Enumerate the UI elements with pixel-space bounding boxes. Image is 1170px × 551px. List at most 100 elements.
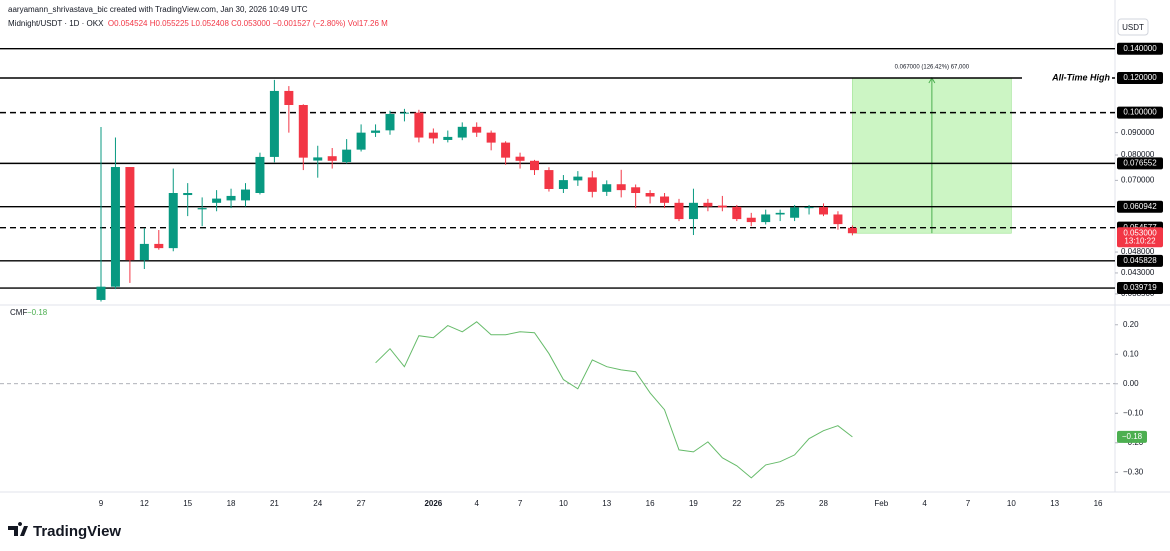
candle-body [472, 126, 482, 133]
candle-body [197, 208, 207, 210]
candle-body [573, 176, 583, 181]
level-label: 0.060942 [1123, 202, 1157, 211]
x-tick-label: 13 [602, 499, 611, 508]
cmf-last-tag [1117, 430, 1147, 443]
candle-body [183, 193, 193, 196]
candle-body [269, 90, 279, 157]
level-tag [1117, 282, 1163, 295]
candle-body [399, 112, 409, 114]
x-tick-label: 10 [559, 499, 568, 508]
candle-body [688, 202, 698, 220]
symbol-line: Midnight/USDT · 1D · OKX O0.054524 H0.05… [8, 17, 388, 31]
level-tag [1117, 71, 1163, 84]
x-tick-label: 7 [518, 499, 523, 508]
candle-body [356, 132, 366, 150]
y-tick-label: −0.30 [1123, 467, 1144, 476]
candle-body [414, 112, 424, 138]
candle-body [790, 207, 800, 218]
candle-body [645, 193, 655, 197]
x-tick-label: 22 [732, 499, 741, 508]
candle-body [732, 206, 742, 220]
cmf-last-value: −0.18 [27, 308, 48, 317]
level-label: 0.140000 [1123, 44, 1157, 53]
annotation: All-Time High [1051, 72, 1110, 82]
x-tick-label: 21 [270, 499, 279, 508]
y-tick-label: 0.090000 [1121, 128, 1155, 137]
level-tag [1117, 254, 1163, 267]
x-tick-label: 27 [357, 499, 366, 508]
candle-body [631, 187, 641, 194]
y-tick-label: −0.10 [1123, 408, 1144, 417]
candle-body [761, 214, 771, 223]
candle-body [255, 156, 265, 194]
candle-body [241, 189, 250, 201]
level-label: 0.045828 [1123, 256, 1157, 265]
candle-body [486, 132, 496, 143]
x-tick-label: 28 [819, 499, 828, 508]
candle-body [746, 217, 756, 223]
candle-body [847, 227, 857, 234]
cmf-last-label: −0.18 [1122, 432, 1143, 441]
author-line: aaryamann_shrivastava_bic created with T… [8, 5, 308, 14]
cmf-title: CMF [10, 308, 27, 317]
candle-body [313, 157, 323, 161]
candle-body [212, 198, 222, 203]
candle-body [833, 214, 843, 225]
candle-body [298, 104, 308, 158]
y-tick-label: 0.043000 [1121, 268, 1155, 277]
candle-body [154, 243, 164, 249]
x-tick-label: 4 [474, 499, 479, 508]
x-tick-label: Feb [874, 499, 888, 508]
candle-body [371, 130, 381, 133]
x-tick-label: 16 [1094, 499, 1103, 508]
y-tick-label: 0.070000 [1121, 175, 1155, 184]
chart-header: aaryamann_shrivastava_bic created with T… [8, 3, 388, 31]
x-tick-label: 24 [313, 499, 322, 508]
low-value: L0.052408 [191, 19, 229, 28]
candle-body [819, 207, 828, 215]
unit-box[interactable] [1117, 18, 1149, 36]
last-price-tag [1117, 227, 1163, 248]
measure-label: 0.067000 (126.42%) 67,000 [895, 65, 970, 71]
x-tick-label: 4 [922, 499, 927, 508]
candle-body [501, 142, 511, 158]
candle-body [703, 202, 713, 207]
cmf-line [375, 321, 853, 479]
x-tick-label: 18 [227, 499, 236, 508]
candle-body [443, 136, 453, 140]
symbol: Midnight/USDT · 1D · OKX [8, 19, 104, 28]
candle-body [558, 180, 568, 189]
x-tick-label: 9 [99, 499, 104, 508]
volume-value: Vol17.26 M [347, 19, 388, 28]
x-tick-label: 16 [646, 499, 655, 508]
candle-body [717, 205, 727, 208]
x-tick-label: 25 [776, 499, 785, 508]
countdown-label: 13:10:22 [1124, 236, 1156, 245]
last-price-label: 0.053000 [1123, 228, 1157, 237]
x-tick-label: 19 [689, 499, 698, 508]
candle-body [616, 184, 626, 191]
candle-body [515, 156, 525, 161]
candle-body [804, 207, 814, 209]
x-tick-label: 10 [1007, 499, 1016, 508]
y-tick-label: 0.00 [1123, 379, 1139, 388]
y-tick-label: 0.20 [1123, 320, 1139, 329]
level-label: 0.100000 [1123, 108, 1157, 117]
candle-body [674, 202, 684, 220]
x-tick-label: 7 [966, 499, 971, 508]
x-tick-label: 13 [1050, 499, 1059, 508]
candle-body [125, 167, 135, 261]
x-tick-label: 15 [183, 499, 192, 508]
high-value: H0.055225 [149, 19, 189, 28]
candle-body [428, 132, 438, 139]
level-tag [1117, 200, 1163, 213]
candle-body [530, 160, 539, 171]
candle-body [96, 286, 106, 300]
brand-name: TradingView [33, 523, 121, 540]
candle-body [226, 195, 236, 201]
y-tick-label: 0.080000 [1121, 150, 1155, 159]
candle-body [342, 149, 352, 163]
candle-body [660, 196, 670, 203]
candle-body [168, 193, 178, 249]
